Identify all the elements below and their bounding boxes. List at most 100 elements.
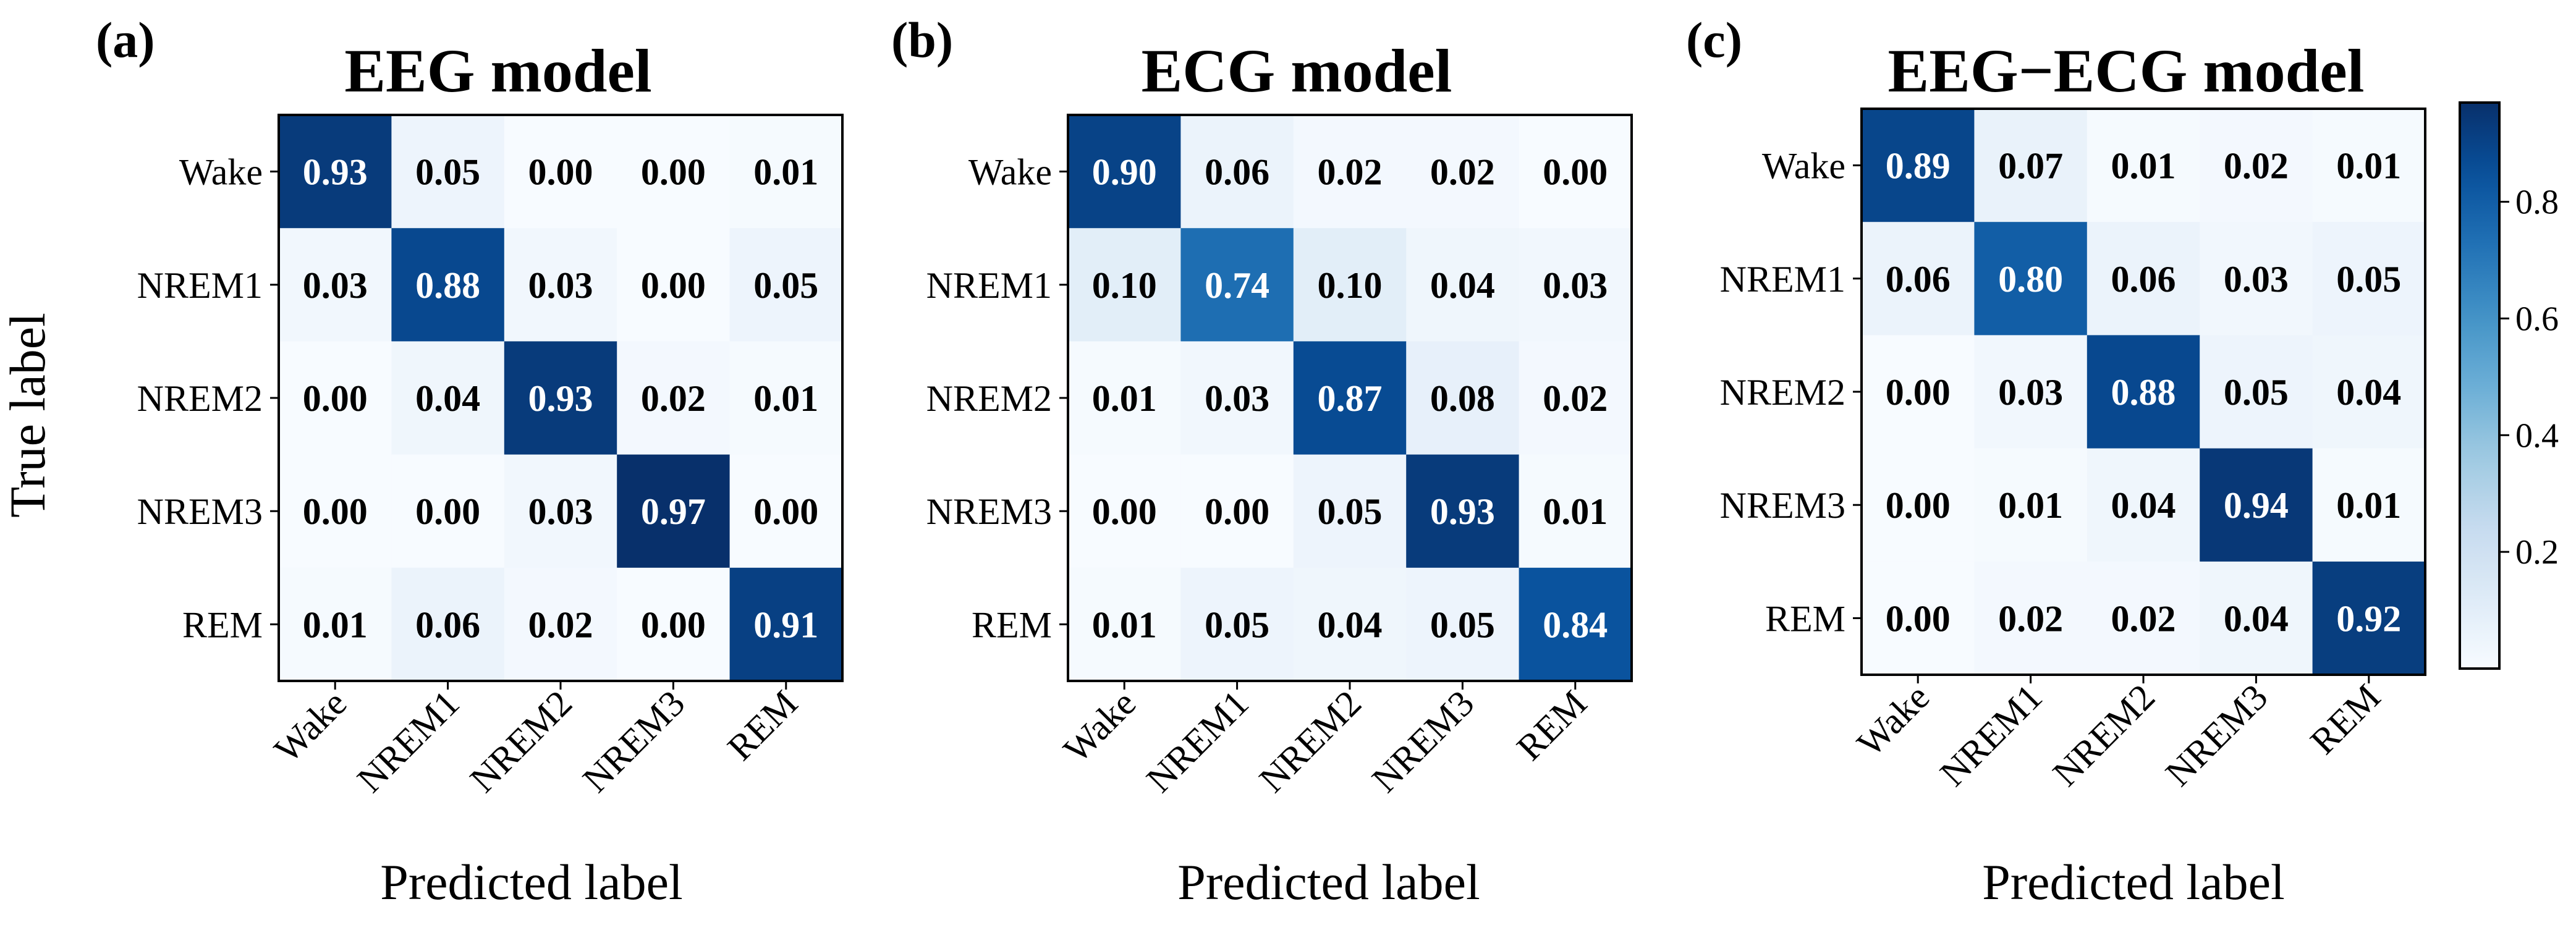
y-tick-labels: Wake NREM1 NREM2 NREM3 REM (137, 152, 279, 645)
heatmap-cell (1406, 567, 1520, 682)
cell-value-label: 0.00 (1092, 491, 1157, 532)
x-tick-label: NREM2 (1252, 683, 1369, 800)
x-axis-label: Predicted label (1982, 854, 2285, 910)
heatmap-cell (279, 115, 392, 229)
heatmap-cell (279, 567, 392, 682)
cell-value-label: 0.05 (753, 265, 818, 306)
heatmap-cell (1293, 115, 1407, 229)
colorbar-ticks: 0.2 0.4 0.6 0.8 (2499, 184, 2559, 572)
heatmap-cell (1180, 454, 1294, 568)
cell-value-label: 0.92 (2336, 598, 2401, 639)
cell-value-label: 0.93 (528, 378, 593, 419)
y-tick-label: NREM2 (1720, 372, 1845, 413)
heatmap-cell (391, 341, 505, 455)
y-tick-label: REM (972, 604, 1052, 645)
cell-value-label: 0.01 (1092, 604, 1157, 645)
heatmap-cell (729, 567, 843, 682)
heatmap-cell (1293, 567, 1407, 682)
heatmap-cell (391, 115, 505, 229)
heatmap-cell (1180, 341, 1294, 455)
cell-value-label: 0.88 (415, 265, 480, 306)
cell-value-label: 0.00 (303, 378, 368, 419)
heatmap-cell (1519, 228, 1632, 342)
heatmap-cell (1974, 335, 2088, 449)
x-tick-label: NREM2 (462, 683, 580, 800)
heatmap-cell (2312, 335, 2426, 449)
x-tick-label: NREM1 (349, 683, 467, 800)
heatmap-cell (2087, 561, 2200, 675)
panel-label: (a) (96, 12, 155, 68)
cell-annotations: 0.93 0.05 0.00 0.00 0.01 0.03 0.88 0.03 0.00 0.05… (303, 152, 819, 646)
cell-value-label: 0.02 (641, 378, 706, 419)
x-tick-label: Wake (1056, 683, 1143, 771)
heatmap-cells (1068, 115, 1632, 682)
heatmap-cell (1180, 228, 1294, 342)
cell-value-label: 0.00 (641, 604, 706, 645)
heatmap-cell (1519, 115, 1632, 229)
heatmap-cell (617, 454, 731, 568)
heatmap-cell (1974, 109, 2088, 222)
cell-value-label: 0.89 (1886, 146, 1951, 187)
panel-c: (c) EEG−ECG model Predicted label 0.89 0.… (1686, 12, 2426, 910)
y-tick-label: NREM3 (926, 491, 1052, 532)
y-tick-label: NREM1 (137, 265, 263, 306)
cell-value-label: 0.02 (528, 604, 593, 645)
panel-label: (b) (891, 12, 953, 68)
heatmap-cell (2087, 222, 2200, 336)
heatmap-cell (1974, 448, 2088, 562)
cell-value-label: 0.06 (2111, 259, 2176, 300)
cell-value-label: 0.01 (2336, 485, 2401, 526)
cell-annotations: 0.90 0.06 0.02 0.02 0.00 0.10 0.74 0.10 0.04 0.03… (1092, 152, 1608, 646)
heatmap-cell (2312, 109, 2426, 222)
heatmap-cell (1068, 567, 1181, 682)
heatmap-cell (2312, 561, 2426, 675)
cell-value-label: 0.08 (1430, 378, 1495, 419)
heatmap-cell (1068, 341, 1181, 455)
x-tick-label: REM (719, 683, 805, 769)
plot-frame (278, 114, 844, 682)
cell-value-label: 0.05 (1205, 604, 1269, 645)
y-tick-label: Wake (968, 152, 1052, 193)
cell-value-label: 0.03 (2224, 259, 2289, 300)
cell-value-label: 0.00 (1205, 491, 1269, 532)
heatmap-cell (1974, 222, 2088, 336)
cell-value-label: 0.03 (1543, 265, 1608, 306)
x-tick-label: REM (2302, 677, 2388, 762)
heatmap-cell (1068, 228, 1181, 342)
chart-title: EEG−ECG model (1888, 36, 2365, 105)
cell-value-label: 0.04 (2111, 485, 2176, 526)
cell-value-label: 0.00 (641, 152, 706, 193)
cell-value-label: 0.03 (303, 265, 368, 306)
heatmap-cell (504, 567, 617, 682)
x-tick-label: NREM3 (2158, 677, 2275, 794)
heatmap-cell (2200, 335, 2313, 449)
heatmap-cell (1180, 567, 1294, 682)
x-tick-label: Wake (1849, 677, 1937, 764)
heatmap-cell (2087, 335, 2200, 449)
heatmap-cell (1519, 567, 1632, 682)
y-tick-label: NREM3 (137, 491, 263, 532)
heatmap-cell (1862, 561, 1975, 675)
heatmap-cell (1293, 341, 1407, 455)
heatmap-cell (729, 228, 843, 342)
y-tick-label: NREM1 (926, 265, 1052, 306)
cell-value-label: 0.04 (2224, 598, 2289, 639)
heatmap-cell (1293, 454, 1407, 568)
heatmap-cell (1406, 341, 1520, 455)
heatmap-cell (279, 341, 392, 455)
cell-value-label: 0.00 (415, 491, 480, 532)
heatmap-cell (2087, 448, 2200, 562)
heatmap-cell (1862, 222, 1975, 336)
heatmap-cell (1862, 448, 1975, 562)
heatmap-cell (1406, 228, 1520, 342)
colorbar-gradient (2460, 103, 2499, 669)
plot-frame (1067, 114, 1633, 682)
cell-value-label: 0.93 (1430, 491, 1495, 532)
heatmap-cell (1293, 228, 1407, 342)
y-tick-labels: Wake NREM1 NREM2 NREM3 REM (926, 152, 1068, 645)
y-tick-label: Wake (179, 152, 263, 193)
cell-value-label: 0.04 (1430, 265, 1495, 306)
cell-value-label: 0.01 (2336, 146, 2401, 187)
